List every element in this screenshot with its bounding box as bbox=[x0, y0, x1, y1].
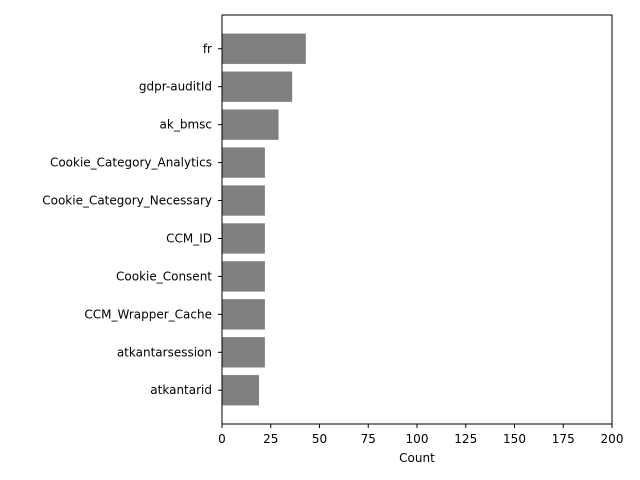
bars-group bbox=[222, 33, 306, 406]
y-tick-label: Cookie_Category_Necessary bbox=[42, 194, 212, 208]
y-tick-label: Cookie_Consent bbox=[116, 269, 212, 283]
y-tick-label: Cookie_Category_Analytics bbox=[50, 156, 212, 170]
x-tick-label: 25 bbox=[263, 432, 278, 446]
bar-CCM_Wrapper_Cache bbox=[222, 299, 265, 330]
y-tick-label: ak_bmsc bbox=[160, 118, 212, 132]
x-tick-label: 50 bbox=[312, 432, 327, 446]
bar-fr bbox=[222, 33, 306, 64]
x-ticks-group: 0 25 50 75 100 125 150 175 200 bbox=[218, 424, 623, 446]
y-tick-label: CCM_Wrapper_Cache bbox=[84, 307, 212, 321]
y-tick-label: gdpr-auditId bbox=[139, 80, 212, 94]
bar-gdpr-auditId bbox=[222, 71, 293, 102]
bar-CCM_ID bbox=[222, 223, 265, 254]
x-tick-label: 100 bbox=[406, 432, 429, 446]
x-tick-label: 150 bbox=[503, 432, 526, 446]
y-tick-label: CCM_ID bbox=[166, 231, 212, 245]
y-tick-label: fr bbox=[203, 42, 212, 56]
x-tick-label: 0 bbox=[218, 432, 226, 446]
y-tick-label: atkantarid bbox=[150, 383, 212, 397]
bar-atkantarid bbox=[222, 375, 260, 406]
bar-Cookie_Category_Analytics bbox=[222, 147, 265, 178]
y-tick-label: atkantarsession bbox=[117, 345, 212, 359]
bar-Cookie_Consent bbox=[222, 261, 265, 292]
x-tick-label: 125 bbox=[454, 432, 477, 446]
bar-Cookie_Category_Necessary bbox=[222, 185, 265, 216]
bar-atkantarsession bbox=[222, 337, 265, 368]
x-tick-label: 200 bbox=[601, 432, 624, 446]
bar-ak_bmsc bbox=[222, 109, 279, 140]
x-axis-label: Count bbox=[399, 451, 435, 465]
x-tick-label: 75 bbox=[361, 432, 376, 446]
y-ticks-group: fr gdpr-auditId ak_bmsc Cookie_Category_Ana… bbox=[42, 42, 222, 397]
x-tick-label: 175 bbox=[552, 432, 575, 446]
